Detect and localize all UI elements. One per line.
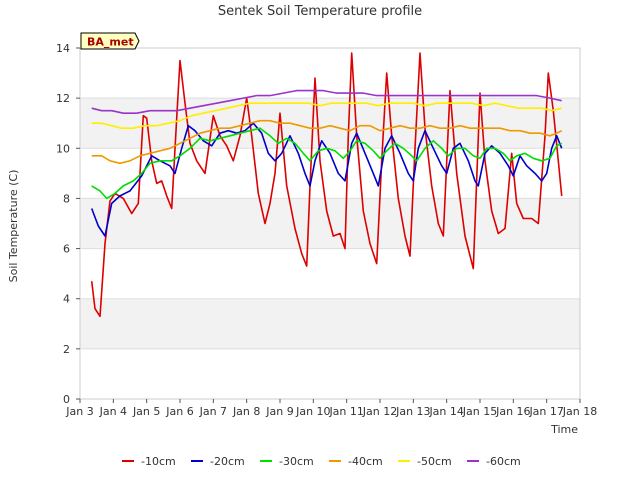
y-axis-ticks: 0 2 4 6 8 10 12 14 (56, 42, 80, 406)
legend-item-60cm: -60cm (467, 455, 521, 468)
y-tick-label: 4 (63, 293, 70, 306)
x-tick-label: Jan 12 (362, 405, 397, 418)
band-10-12 (80, 98, 580, 149)
x-tick-label: Jan 4 (99, 405, 127, 418)
x-tick-label: Jan 15 (462, 405, 497, 418)
legend-item-50cm: -50cm (398, 455, 452, 468)
legend-item-40cm: -40cm (329, 455, 383, 468)
annotation-text: BA_met (87, 36, 134, 49)
series-line-50cm (91, 102, 562, 129)
legend-label: -30cm (279, 455, 314, 468)
legend-label: -40cm (348, 455, 383, 468)
y-tick-label: 0 (63, 393, 70, 406)
x-tick-label: Jan 10 (295, 405, 330, 418)
series-line-10cm (90, 52, 563, 318)
legend-item-20cm: -20cm (191, 455, 245, 468)
x-axis-label: Time (550, 423, 578, 436)
legend-label: -10cm (141, 455, 176, 468)
legend: -10cm -20cm -30cm -40cm -50cm -60cm (122, 455, 521, 468)
y-tick-label: 6 (63, 243, 70, 256)
series-line-20cm (90, 122, 563, 237)
plot-frame (79, 47, 581, 400)
y-tick-label: 10 (56, 142, 70, 155)
annotation-box: BA_met (80, 32, 140, 50)
x-tick-label: Jan 5 (132, 405, 160, 418)
series-lines (90, 52, 563, 318)
band-2-4 (80, 298, 580, 349)
x-tick-label: Jan 8 (232, 405, 260, 418)
y-tick-label: 14 (56, 42, 70, 55)
x-tick-label: Jan 17 (528, 405, 563, 418)
x-axis-ticks: Jan 3 Jan 4 Jan 5 Jan 6 Jan 7 Jan 8 Jan 9 Jan 1… (65, 399, 597, 418)
x-tick-label: Jan 13 (395, 405, 430, 418)
legend-item-30cm: -30cm (260, 455, 314, 468)
x-tick-label: Jan 14 (428, 405, 463, 418)
chart-title: Sentek Soil Temperature profile (218, 4, 422, 19)
y-tick-label: 12 (56, 92, 70, 105)
x-tick-label: Jan 9 (265, 405, 293, 418)
y-axis-label: Soil Temperature (C) (7, 170, 20, 283)
series-line-30cm (91, 127, 563, 200)
legend-item-10cm: -10cm (122, 455, 176, 468)
x-tick-label: Jan 11 (328, 405, 363, 418)
legend-label: -60cm (486, 455, 521, 468)
legend-label: -50cm (417, 455, 452, 468)
x-tick-label: Jan 16 (495, 405, 530, 418)
x-tick-label: Jan 3 (65, 405, 93, 418)
y-tick-label: 2 (63, 343, 70, 356)
x-tick-label: Jan 18 (562, 405, 597, 418)
x-tick-label: Jan 6 (165, 405, 193, 418)
annotation-box-shape (80, 32, 140, 50)
x-tick-label: Jan 7 (199, 405, 227, 418)
legend-label: -20cm (210, 455, 245, 468)
series-line-40cm (91, 119, 563, 165)
series-line-60cm (91, 89, 562, 114)
y-tick-label: 8 (63, 192, 70, 205)
